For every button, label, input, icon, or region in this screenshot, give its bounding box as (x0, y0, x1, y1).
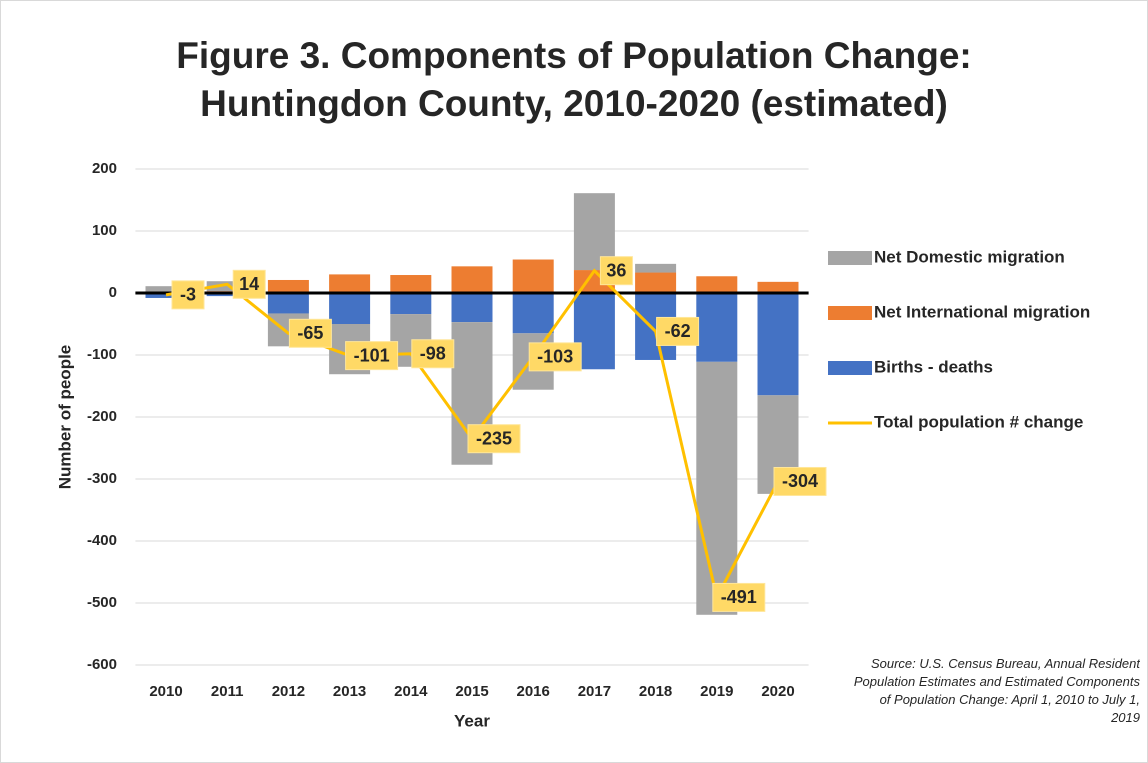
data-label: -98 (420, 344, 446, 364)
bar-segment (635, 272, 677, 293)
data-label-box (773, 466, 827, 496)
chart-title: Figure 3. Components of Population Chang… (176, 35, 971, 76)
data-label: -62 (665, 321, 691, 341)
x-tick-label: 2012 (272, 683, 305, 700)
bar-segment (267, 279, 309, 293)
data-label: -235 (476, 428, 512, 448)
data-label-box (467, 424, 521, 454)
data-label: -101 (354, 345, 390, 365)
bar-segment (267, 293, 309, 314)
source-box: Source: U.S. Census Bureau, Annual Resid… (853, 656, 1140, 725)
bar-segment (451, 266, 493, 293)
bar-segment (512, 259, 554, 293)
legend-label: Births - deaths (874, 357, 993, 376)
y-tick-label: -600 (87, 656, 117, 673)
data-label-box (656, 316, 700, 346)
x-tick-label: 2019 (700, 683, 733, 700)
y-tick-label: -200 (87, 408, 117, 425)
data-label: 36 (606, 260, 626, 280)
bar-segment (390, 293, 432, 315)
legend-swatch (828, 361, 872, 375)
data-label-box (528, 342, 582, 372)
data-label-box (712, 582, 766, 612)
y-tick-label: 200 (92, 160, 117, 177)
data-label: -3 (180, 285, 196, 305)
bar-segment (390, 275, 432, 293)
data-label-box (411, 339, 455, 369)
bar-segment (757, 293, 799, 396)
data-label-box (171, 280, 205, 310)
y-tick-label: -500 (87, 594, 117, 611)
source-note: Source: U.S. Census Bureau, Annual Resid… (853, 656, 1140, 725)
bar-segment (696, 276, 738, 293)
legend-label: Net International migration (874, 302, 1090, 321)
legend-label: Net Domestic migration (874, 247, 1065, 266)
data-label-box (599, 256, 633, 286)
x-tick-label: 2010 (149, 683, 182, 700)
y-tick-label: 100 (92, 222, 117, 239)
x-tick-label: 2015 (455, 683, 488, 700)
y-tick-label: -300 (87, 470, 117, 487)
x-tick-label: 2013 (333, 683, 366, 700)
legend-swatch (828, 251, 872, 265)
data-label: -103 (537, 347, 573, 367)
data-label-box (288, 318, 332, 348)
data-label: 14 (239, 274, 259, 294)
bar-segment (145, 286, 187, 292)
y-tick-label: -400 (87, 532, 117, 549)
legend-swatch (828, 306, 872, 320)
data-label: -304 (782, 471, 818, 491)
bar-segment (145, 293, 187, 298)
x-tick-label: 2011 (211, 683, 244, 700)
x-tick-label: 2016 (517, 683, 550, 700)
y-axis-title: Number of people (55, 345, 74, 490)
y-tick-label: -100 (87, 346, 117, 363)
legend-label: Total population # change (874, 412, 1083, 431)
x-tick-label: 2018 (639, 683, 672, 700)
bar-segment (451, 293, 493, 323)
x-tick-label: 2020 (761, 683, 794, 700)
bar-segment (635, 263, 677, 273)
bar-segment (757, 281, 799, 293)
data-label-box (345, 341, 399, 371)
x-axis-title: Year (454, 711, 490, 730)
x-tick-label: 2014 (394, 683, 428, 700)
bar-segment (329, 274, 371, 293)
y-tick-label: 0 (109, 284, 117, 301)
x-tick-label: 2017 (578, 683, 611, 700)
bar-segment (696, 361, 738, 615)
bar-segment (329, 293, 371, 324)
chart-subtitle: Huntingdon County, 2010-2020 (estimated) (200, 83, 948, 124)
data-label-box (232, 269, 266, 299)
bar-segment (696, 293, 738, 362)
bar-segment (512, 293, 554, 334)
data-label: -65 (297, 323, 323, 343)
bar-segment (206, 293, 248, 297)
data-label: -491 (721, 587, 757, 607)
